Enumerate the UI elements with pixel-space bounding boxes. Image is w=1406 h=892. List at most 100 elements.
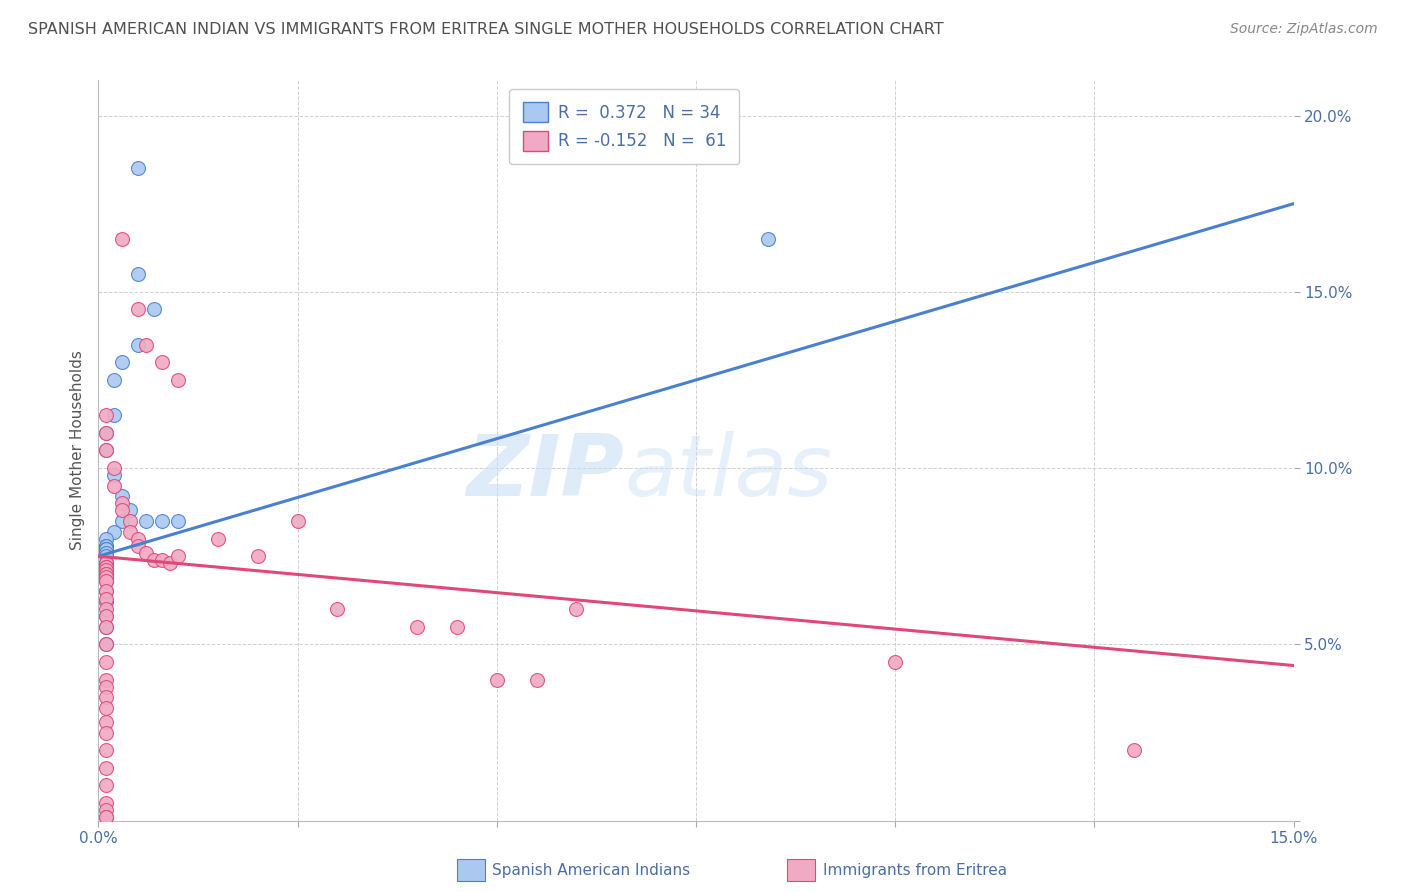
Point <box>111 514 134 528</box>
Point <box>96 761 118 775</box>
Point <box>96 566 118 581</box>
Point <box>127 161 149 176</box>
Point <box>103 408 125 422</box>
Point <box>103 461 125 475</box>
Point <box>96 574 118 588</box>
Point <box>96 796 118 810</box>
Text: Source: ZipAtlas.com: Source: ZipAtlas.com <box>1230 22 1378 37</box>
Legend: R =  0.372   N = 34, R = -0.152   N =  61: R = 0.372 N = 34, R = -0.152 N = 61 <box>509 88 740 164</box>
Point <box>96 609 118 624</box>
Point <box>446 620 468 634</box>
Point <box>111 355 134 369</box>
Point <box>103 479 125 493</box>
Point <box>96 443 118 458</box>
Point <box>96 566 118 581</box>
Point <box>96 566 118 581</box>
Point <box>103 468 125 483</box>
Point <box>96 556 118 570</box>
Point <box>406 620 429 634</box>
Point <box>96 556 118 570</box>
Point <box>150 553 173 567</box>
Point <box>326 602 349 616</box>
Point <box>111 489 134 503</box>
Point <box>884 655 907 669</box>
Point <box>1123 743 1146 757</box>
Point <box>485 673 508 687</box>
Point <box>526 673 548 687</box>
Point <box>120 514 142 528</box>
Point <box>135 337 157 351</box>
Point <box>96 542 118 557</box>
Point <box>135 514 157 528</box>
Point <box>127 267 149 281</box>
Point <box>96 574 118 588</box>
Text: Immigrants from Eritrea: Immigrants from Eritrea <box>823 863 1007 878</box>
Point <box>96 539 118 553</box>
Text: SPANISH AMERICAN INDIAN VS IMMIGRANTS FROM ERITREA SINGLE MOTHER HOUSEHOLDS CORR: SPANISH AMERICAN INDIAN VS IMMIGRANTS FR… <box>28 22 943 37</box>
Point <box>167 373 190 387</box>
Point <box>96 725 118 739</box>
Point <box>96 637 118 651</box>
Point <box>96 620 118 634</box>
Point <box>120 503 142 517</box>
Point <box>96 810 118 824</box>
Point <box>96 620 118 634</box>
Point <box>96 559 118 574</box>
Point <box>167 549 190 564</box>
Point <box>287 514 309 528</box>
Point <box>207 532 229 546</box>
Point <box>96 602 118 616</box>
Point <box>167 514 190 528</box>
Point <box>96 549 118 564</box>
Point <box>143 302 166 317</box>
Point <box>96 803 118 817</box>
Point <box>111 503 134 517</box>
Point <box>96 425 118 440</box>
Point <box>96 595 118 609</box>
Point <box>96 690 118 705</box>
Point <box>96 584 118 599</box>
Point <box>96 680 118 694</box>
Y-axis label: Single Mother Households: Single Mother Households <box>69 351 84 550</box>
Point <box>96 443 118 458</box>
Point <box>127 532 149 546</box>
Point <box>143 553 166 567</box>
Point <box>96 408 118 422</box>
Point <box>103 373 125 387</box>
Point <box>159 556 181 570</box>
Point <box>96 673 118 687</box>
Text: ZIP: ZIP <box>467 431 624 514</box>
Point <box>96 701 118 715</box>
Point <box>96 591 118 606</box>
Point <box>96 570 118 584</box>
Point <box>120 524 142 539</box>
Point <box>96 425 118 440</box>
Point <box>96 584 118 599</box>
Point <box>127 337 149 351</box>
Point <box>96 542 118 557</box>
Point <box>150 514 173 528</box>
Point <box>96 778 118 792</box>
Point <box>127 539 149 553</box>
Point <box>96 743 118 757</box>
Point <box>96 542 118 557</box>
Text: atlas: atlas <box>624 431 832 514</box>
Point <box>96 714 118 729</box>
Point <box>150 355 173 369</box>
Point <box>96 637 118 651</box>
Point <box>96 563 118 577</box>
Point <box>135 546 157 560</box>
Point <box>96 609 118 624</box>
Point <box>111 496 134 510</box>
Point <box>96 539 118 553</box>
Point <box>96 559 118 574</box>
Point <box>96 532 118 546</box>
Point <box>756 232 779 246</box>
Point <box>127 302 149 317</box>
Point <box>96 810 118 824</box>
Point <box>565 602 588 616</box>
Point <box>96 556 118 570</box>
Point <box>111 232 134 246</box>
Point <box>96 655 118 669</box>
Text: Spanish American Indians: Spanish American Indians <box>492 863 690 878</box>
